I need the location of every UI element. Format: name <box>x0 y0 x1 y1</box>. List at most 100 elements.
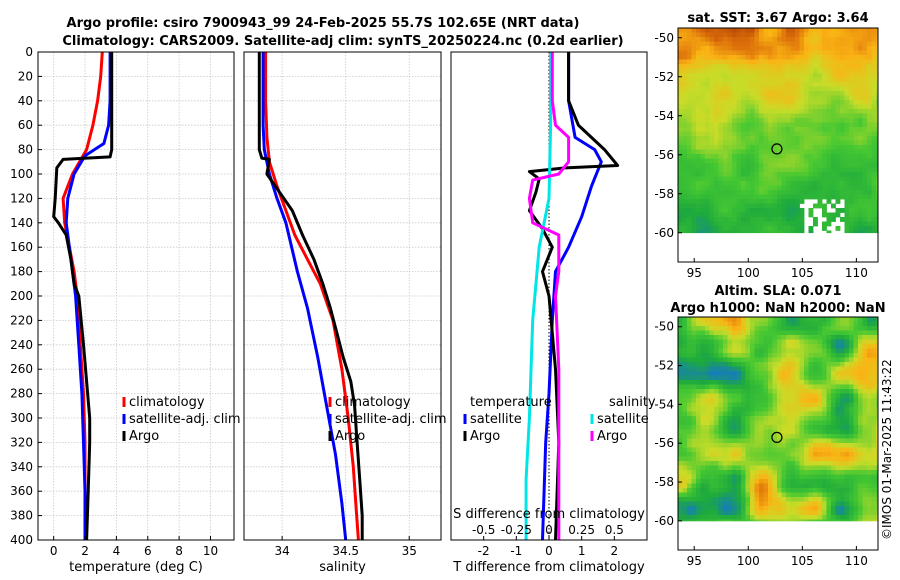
map-cell <box>781 384 787 390</box>
map-cell <box>763 474 769 480</box>
map-cell <box>817 91 823 96</box>
map-cell <box>835 497 841 502</box>
map-cell <box>822 380 827 385</box>
map-cell <box>754 488 760 493</box>
map-cell <box>799 73 805 78</box>
map-cell <box>808 131 814 137</box>
map-cell <box>745 41 751 47</box>
map-cell <box>777 380 782 385</box>
map-cell <box>835 434 841 439</box>
map-cell <box>813 131 818 137</box>
map-cell <box>826 113 832 119</box>
map-cell <box>799 28 805 33</box>
map-cell <box>804 73 809 78</box>
map-cell <box>750 104 755 110</box>
map-cell <box>691 348 697 354</box>
map-cell <box>705 447 710 453</box>
map-cell <box>723 59 728 65</box>
map-cell <box>817 32 823 38</box>
map-cell <box>777 353 782 358</box>
map-cell <box>795 127 800 132</box>
map-cell <box>858 41 863 47</box>
map-cell <box>876 37 879 42</box>
map-cell <box>691 483 697 489</box>
x-tick-label: -1 <box>510 544 522 558</box>
map-cell <box>790 416 796 421</box>
map-cell <box>822 465 827 471</box>
map-cell <box>705 190 710 195</box>
map-cell <box>804 398 809 403</box>
map-cell <box>700 452 706 457</box>
map-cell <box>835 59 841 65</box>
map-cell <box>777 425 782 430</box>
map-cell <box>795 136 800 141</box>
map-cell <box>745 104 751 110</box>
map-cell <box>727 411 733 417</box>
map-cell <box>871 461 877 466</box>
map-cell <box>808 443 814 448</box>
map-cell <box>813 64 818 69</box>
map-cell <box>714 208 719 213</box>
map-cell <box>732 194 737 200</box>
map-cell <box>768 185 773 191</box>
map-cell <box>700 362 706 367</box>
map-cell <box>754 348 760 354</box>
map-cell <box>741 519 746 522</box>
map-cell <box>709 172 715 177</box>
map-cell <box>790 91 796 96</box>
map-cell <box>862 127 868 132</box>
map-cell <box>840 167 845 173</box>
map-cell <box>727 371 733 376</box>
map-cell <box>781 371 787 376</box>
map-cell <box>678 46 683 51</box>
map-cell <box>831 131 836 137</box>
map-cell <box>799 163 805 168</box>
map-cell <box>727 28 733 33</box>
map-cell <box>768 55 773 60</box>
map-cell <box>831 357 836 363</box>
map-cell <box>844 483 850 489</box>
map-cell <box>840 344 845 349</box>
map-cell <box>813 384 818 390</box>
map-cell <box>754 136 760 141</box>
map-cell <box>745 434 751 439</box>
map-cell <box>804 145 809 150</box>
map-cell <box>808 95 814 101</box>
map-cell <box>736 37 742 42</box>
map-cell <box>736 497 742 502</box>
map-cell <box>858 330 863 336</box>
map-cell <box>817 371 823 376</box>
map-cell <box>804 452 809 457</box>
map-cell <box>777 104 782 110</box>
map-cell <box>790 479 796 484</box>
map-cell <box>687 402 692 408</box>
map-cell <box>723 73 728 78</box>
map-cell <box>709 380 715 385</box>
map-cell <box>795 317 800 322</box>
map-cell <box>709 411 715 417</box>
map-cell <box>777 131 782 137</box>
map-cell <box>781 501 787 507</box>
map-cell <box>741 488 746 493</box>
map-cell <box>691 59 697 65</box>
map-cell <box>714 420 719 426</box>
map-cell <box>714 326 719 331</box>
map-cell <box>822 443 827 448</box>
map-cell <box>849 208 854 213</box>
map-cell <box>750 217 755 222</box>
map-cell <box>808 50 814 56</box>
map-cell <box>871 208 877 213</box>
map-cell <box>804 510 809 516</box>
map-cell <box>840 339 845 345</box>
map-cell <box>799 443 805 448</box>
map-cell <box>723 474 728 480</box>
map-cell <box>723 515 728 520</box>
map-cell <box>871 488 877 493</box>
map-cell <box>714 443 719 448</box>
map-cell <box>786 122 791 128</box>
map-cell <box>705 221 710 227</box>
map-cell <box>817 41 823 47</box>
map-cell <box>858 199 863 204</box>
map-cell <box>853 429 859 435</box>
map-cell <box>786 438 791 444</box>
